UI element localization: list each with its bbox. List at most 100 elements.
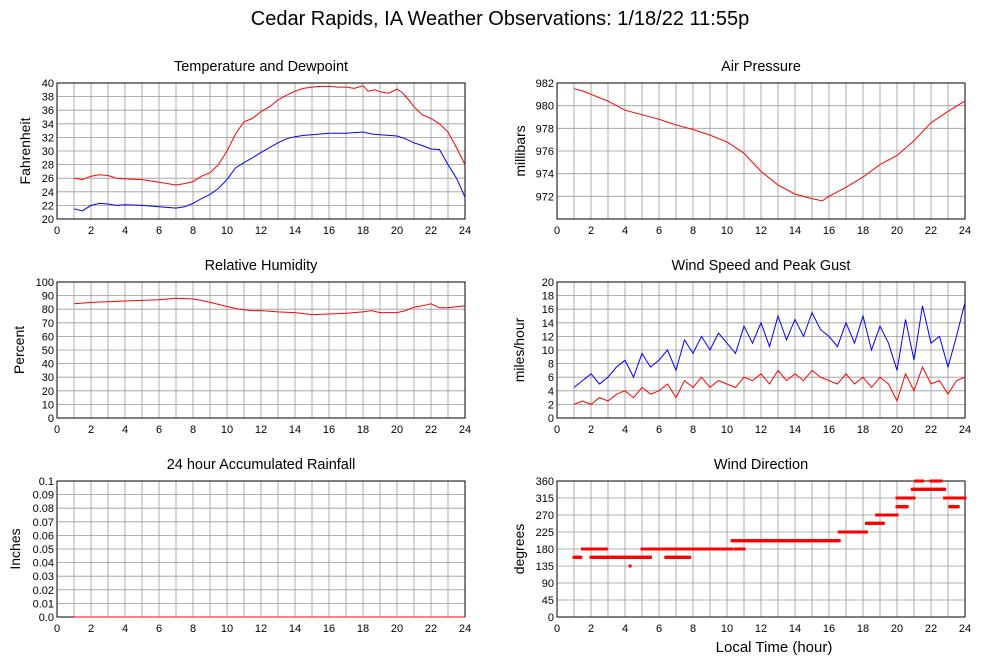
x-tick-label: 10 [221, 623, 233, 635]
chart-title: Relative Humidity [205, 258, 319, 274]
chart-wind-speed-gust: Wind Speed and Peak Gustmiles/hour024681… [511, 258, 971, 436]
x-tick-label: 22 [425, 424, 437, 436]
x-tick-label: 0 [554, 225, 560, 237]
y-tick-label: 974 [536, 169, 554, 181]
chart-accumulated-rainfall: 24 hour Accumulated Rainfall Inches 0.0 0.0… [7, 457, 471, 635]
x-tick-label: 0 [54, 225, 60, 237]
y-axis-label: miles/hour [511, 317, 527, 382]
y-tick-label: 90 [42, 291, 54, 303]
x-tick-label: 2 [88, 225, 94, 237]
x-tick-label: 6 [656, 623, 662, 635]
x-tick-label: 0 [54, 623, 60, 635]
y-tick-label: 18 [542, 291, 554, 303]
x-tick-label: 4 [622, 424, 628, 436]
x-tick-label: 10 [221, 424, 233, 436]
direction-point [830, 539, 834, 543]
y-tick-label: 10 [542, 345, 554, 357]
x-tick-label: 12 [255, 424, 267, 436]
x-tick-label: 18 [857, 623, 869, 635]
y-tick-label: 20 [42, 214, 54, 226]
direction-point [688, 555, 692, 559]
x-tick-label: 18 [357, 623, 369, 635]
direction-point [921, 479, 924, 483]
y-tick-label: 982 [536, 78, 554, 90]
direction-point [905, 505, 909, 509]
y-tick-label: 12 [542, 331, 554, 343]
y-tick-label: 0.04 [33, 558, 54, 570]
direction-point [604, 547, 608, 551]
y-tick-label: 0.09 [33, 490, 54, 502]
plot-frame [56, 281, 466, 419]
direction-point [912, 496, 916, 500]
chart-title: Wind Direction [714, 457, 808, 473]
direction-point [730, 547, 734, 551]
x-tick-label: 18 [357, 424, 369, 436]
series-line-1 [573, 365, 966, 405]
x-tick-label: 8 [190, 424, 196, 436]
y-tick-label: 0.08 [33, 503, 54, 515]
x-tick-label: 14 [789, 623, 801, 635]
y-axis-label: Fahrenheit [17, 117, 33, 184]
y-tick-label: 4 [548, 386, 554, 398]
x-tick-label: 10 [721, 225, 733, 237]
x-tick-label: 6 [656, 424, 662, 436]
y-tick-label: 972 [536, 191, 554, 203]
y-tick-label: 976 [536, 146, 554, 158]
x-tick-label: 2 [88, 424, 94, 436]
x-tick-label: 24 [459, 225, 471, 237]
direction-point [599, 555, 603, 559]
x-tick-label: 10 [721, 623, 733, 635]
plot-frame [56, 82, 466, 220]
x-tick-label: 2 [88, 623, 94, 635]
x-tick-label: 24 [959, 623, 971, 635]
x-tick-label: 20 [891, 623, 903, 635]
y-tick-label: 8 [548, 359, 554, 371]
x-tick-label: 18 [357, 225, 369, 237]
x-tick-label: 14 [289, 424, 301, 436]
y-tick-label: 90 [542, 578, 554, 590]
x-tick-label: 0 [554, 623, 560, 635]
x-tick-label: 4 [122, 623, 128, 635]
y-tick-label: 36 [42, 105, 54, 117]
x-tick-label: 18 [857, 225, 869, 237]
x-tick-label: 12 [255, 623, 267, 635]
direction-point [740, 539, 744, 543]
x-tick-label: 22 [425, 225, 437, 237]
y-tick-label: 0 [48, 413, 54, 425]
x-tick-label: 2 [588, 623, 594, 635]
direction-point [864, 530, 868, 534]
chart-title: Wind Speed and Peak Gust [672, 258, 851, 274]
direction-point [837, 539, 841, 543]
x-tick-label: 10 [721, 424, 733, 436]
y-tick-label: 40 [42, 78, 54, 90]
plot-frame [556, 480, 966, 618]
y-tick-label: 22 [42, 200, 54, 212]
x-tick-label: 12 [755, 623, 767, 635]
y-tick-label: 0.06 [33, 530, 54, 542]
chart-relative-humidity: Relative HumidityPercent0102030405060708… [11, 258, 471, 436]
direction-point [703, 547, 707, 551]
y-tick-label: 45 [542, 595, 554, 607]
x-tick-label: 14 [789, 424, 801, 436]
chart-title: Air Pressure [721, 59, 801, 75]
y-tick-label: 20 [542, 277, 554, 289]
chart-wind-direction: Wind Directiondegrees0459013518022527031… [511, 457, 971, 635]
y-tick-label: 38 [42, 92, 54, 104]
x-tick-label: 14 [289, 623, 301, 635]
x-tick-label: 8 [190, 623, 196, 635]
series-line-0 [573, 302, 966, 388]
y-tick-label: 315 [536, 493, 554, 505]
y-tick-label: 0.01 [33, 598, 54, 610]
plot-frame [556, 281, 966, 419]
y-tick-label: 978 [536, 123, 554, 135]
y-tick-label: 6 [548, 372, 554, 384]
x-tick-label: 20 [891, 225, 903, 237]
direction-point [579, 555, 583, 559]
y-tick-label: 16 [542, 304, 554, 316]
y-tick-label: 32 [42, 132, 54, 144]
y-tick-label: 2 [548, 399, 554, 411]
x-axis-label: Local Time (hour) [716, 639, 833, 656]
direction-point [943, 487, 947, 491]
x-tick-label: 24 [459, 623, 471, 635]
y-tick-label: 40 [42, 359, 54, 371]
